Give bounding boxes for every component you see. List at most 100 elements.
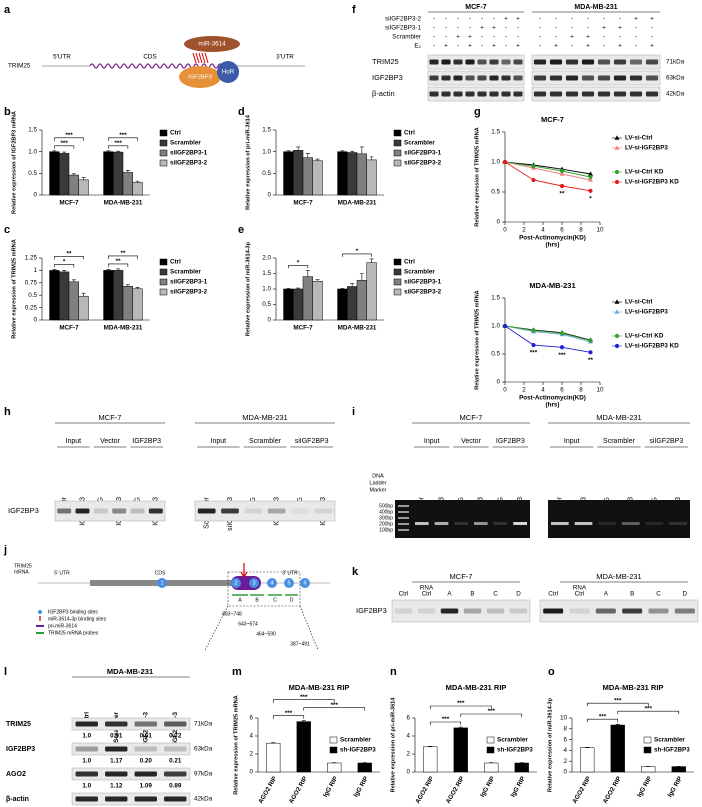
significance-bracket [272,715,305,719]
gel [395,500,530,538]
bar [366,262,377,321]
quant-label: 0.21 [169,758,182,765]
lane-label: B [630,591,634,598]
band [513,75,523,81]
legend-swatch [486,736,495,744]
significance-bracket [429,721,462,725]
y-tick-label: 1.5 [491,129,500,136]
condition-sign: - [539,34,541,41]
lane-label: A [447,591,452,598]
lane-label: RNA [420,585,434,592]
condition-sign: - [571,43,573,50]
x-tick-label: 10 [596,227,604,234]
condition-sign: - [469,16,471,23]
blot-title: MDA-MB-231 [107,667,153,676]
band [453,75,463,81]
y-tick-label: 0.5 [262,301,271,308]
y-tick-label: 4 [563,747,567,754]
band [648,608,669,614]
band [291,508,309,514]
condition-sign: - [651,34,653,41]
band [197,508,216,514]
chart-title: MDA-MB-231 RIP [446,683,507,692]
condition-sign: + [468,43,472,50]
band [509,608,528,614]
protein-label: IGF2BP3 [188,75,212,81]
cell-line-title: MDA-MB-231 [574,4,617,11]
legend-label: Scrambler [340,737,371,744]
condition-sign: + [602,25,606,32]
y-tick-label: 1.5 [28,127,37,134]
band [513,59,523,65]
bar [59,153,70,196]
condition-sign: - [505,25,507,32]
x-tick-label: MCF-7 [293,200,313,207]
probe-label: C [273,597,277,603]
band [533,75,547,81]
significance-bracket [54,264,75,268]
blot-size: 63kDa [666,75,685,82]
mirna-arrow [240,563,248,579]
band [441,59,451,65]
significance-bracket [617,710,680,715]
error-bar [81,292,86,297]
y-tick-label: 8 [563,725,567,732]
blot-label: AGO2 [6,771,26,778]
x-tick-label: AGO2 RIP [445,775,466,805]
bar [453,727,468,773]
condition-sign: - [505,34,507,41]
ladder-band [398,529,409,531]
legend-swatch [159,139,168,147]
protein-shape [217,61,239,83]
legend-swatch [393,268,402,276]
y-tick-label: 2.0 [262,255,271,262]
band [130,508,145,514]
x-axis-label: Post-Actinomycin(KD) [519,235,586,242]
condition-sign: - [587,16,589,23]
blot-size: 97kDa [194,771,213,778]
series-line [504,325,591,353]
bar [337,151,348,196]
band [394,608,413,614]
band [134,721,157,727]
gel [427,70,525,86]
x-tick-label: IgG RIP [509,775,526,798]
band [533,59,547,65]
legend-swatch [159,288,168,296]
band [221,508,239,514]
cds-wave [89,63,235,69]
band [513,522,527,525]
band [645,59,659,65]
blot-label: IGF2BP3 [372,73,403,82]
gel [71,742,191,756]
significance-label: *** [114,140,122,147]
band [465,75,475,81]
bar [132,182,143,196]
y-tick-label: 0.5 [28,292,37,299]
band [613,59,627,65]
significance-label: *** [300,694,308,701]
band [533,91,547,97]
legend-label: LV-si-IGF2BP3 [625,145,668,152]
ladder-title: Ladder [369,480,386,486]
bar [103,270,114,321]
legend-label: LV-si-Ctrl KD [625,169,664,176]
site-label: 2 [234,580,237,586]
marker [531,342,536,348]
band [569,608,590,614]
significance-label: * [297,260,300,267]
y-tick-label: 1.25 [25,255,38,262]
condition-sign: + [554,43,558,50]
condition-sign: - [619,34,621,41]
band [629,59,643,65]
band [581,75,595,81]
blot-label: IGF2BP3 [6,746,35,753]
error-bar [458,726,463,728]
gel [71,717,191,731]
series-line [504,161,591,181]
legend-marker [38,610,42,614]
significance-bracket [586,718,619,723]
mirna-shape [184,36,240,52]
annotation: *** [558,352,566,359]
site-label: 5 [287,580,290,586]
